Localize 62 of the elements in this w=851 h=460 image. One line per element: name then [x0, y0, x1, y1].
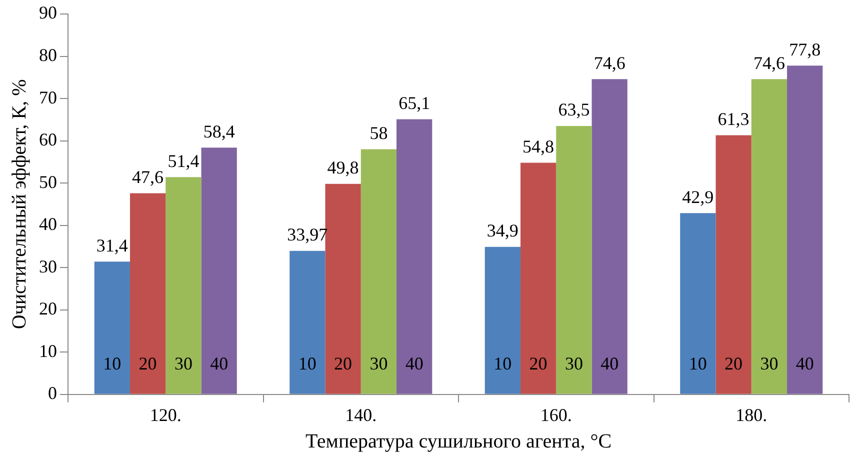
y-tick-label: 10	[39, 340, 57, 361]
bar	[716, 135, 752, 394]
bar	[751, 79, 788, 394]
data-label: 47,6	[132, 166, 164, 187]
text: 30	[564, 354, 583, 374]
bar	[592, 79, 628, 394]
bar	[201, 148, 237, 394]
bar	[166, 177, 202, 394]
bar	[290, 250, 326, 394]
data-label: 51,4	[168, 150, 200, 171]
y-tick-label: 70	[39, 87, 57, 108]
bar	[787, 66, 823, 394]
y-tick-label: 90	[39, 2, 57, 23]
y-tick-label: 40	[39, 214, 57, 234]
x-axis-title: Температура сушильного агента, °C	[305, 430, 612, 452]
text: 30	[760, 354, 778, 374]
text: 40	[796, 354, 814, 374]
data-label: 49,8	[327, 158, 359, 178]
data-label: 34,9	[486, 220, 518, 241]
y-tick-label: 30	[39, 256, 57, 276]
text: 10	[103, 354, 122, 374]
text: 40	[405, 354, 424, 374]
data-label: 63,5	[558, 100, 590, 120]
bar	[360, 149, 397, 394]
data-label: 54,8	[522, 136, 554, 157]
text: 40	[210, 354, 228, 374]
data-label: 74,6	[594, 52, 626, 73]
series-label: 40	[600, 354, 619, 374]
x-tick-label: 160.	[540, 404, 572, 425]
x-tick-label: 120.	[150, 404, 182, 425]
x-tick-label: 140.	[345, 404, 377, 425]
y-tick-label: 0	[48, 383, 57, 404]
y-tick-label: 20	[39, 298, 57, 319]
data-label: 58	[370, 122, 388, 143]
data-label: 74,6	[753, 52, 785, 73]
bar	[396, 119, 432, 394]
series-label: 10	[688, 354, 707, 374]
y-tick-label: 60	[39, 130, 57, 150]
data-label: 31,4	[96, 235, 128, 256]
data-label: 42,9	[682, 186, 714, 207]
bar	[484, 246, 520, 394]
bar	[680, 213, 716, 394]
y-axis-title: Очистительный эффект, К, %	[8, 79, 30, 330]
series-label: 30	[174, 354, 192, 374]
series-label: 20	[138, 354, 157, 374]
bar	[556, 126, 592, 394]
data-label: 61,3	[718, 109, 750, 130]
text: 20	[724, 354, 743, 374]
bar	[130, 193, 166, 394]
data-label: 65,1	[398, 92, 430, 113]
bar	[94, 262, 130, 394]
y-tick-label: 80	[39, 45, 57, 65]
text: 30	[370, 354, 388, 374]
text: 10	[298, 354, 316, 374]
data-label: 77,8	[789, 39, 821, 60]
bar	[520, 162, 556, 394]
y-tick-label: 50	[39, 172, 57, 192]
text: 20	[334, 354, 352, 374]
x-tick-label: 180.	[736, 404, 768, 425]
text: 10	[494, 354, 512, 374]
data-label: 58,4	[203, 121, 235, 142]
text: 20	[529, 354, 548, 374]
